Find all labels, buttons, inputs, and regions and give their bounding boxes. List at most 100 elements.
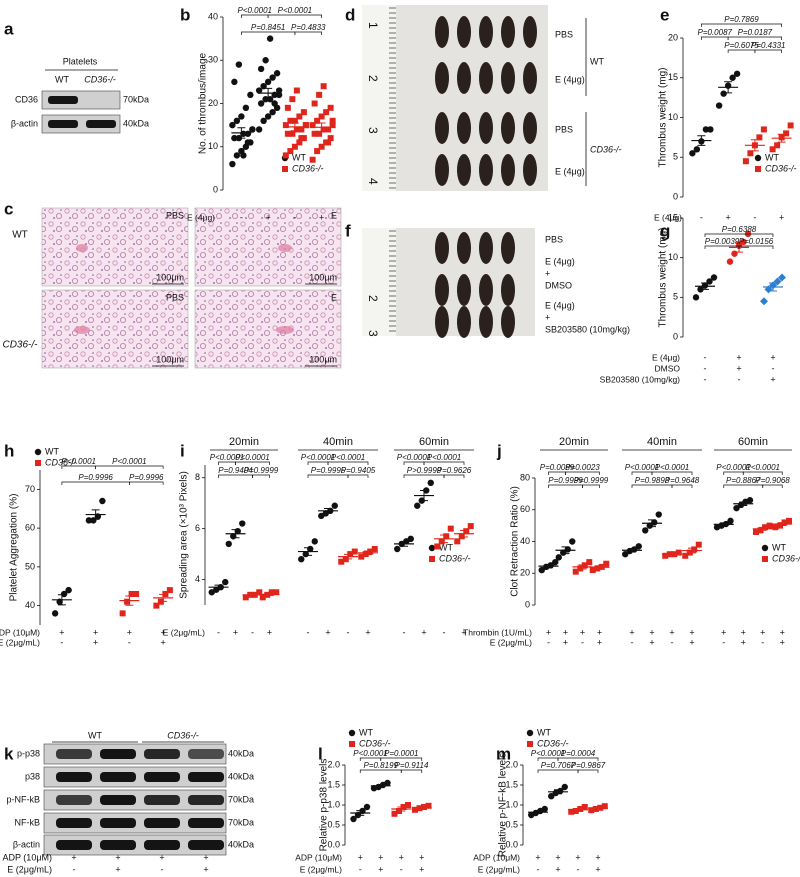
ruler-number: 3 bbox=[366, 330, 380, 337]
data-point bbox=[225, 540, 232, 548]
data-point bbox=[257, 65, 265, 73]
condition-value: + bbox=[159, 852, 164, 862]
legend-label: CD36-/- bbox=[537, 738, 569, 748]
photo-row-label: + bbox=[545, 268, 550, 278]
p-value: P=0.0156 bbox=[739, 237, 774, 246]
panel-label: f bbox=[345, 221, 351, 240]
data-point bbox=[642, 527, 649, 534]
data-point bbox=[298, 126, 305, 133]
p-value: P=0.9996 bbox=[129, 473, 164, 482]
comparison-bracket bbox=[631, 471, 653, 475]
data-point bbox=[231, 78, 238, 86]
data-point bbox=[302, 122, 309, 129]
lane-label: CD36-/- bbox=[84, 74, 116, 84]
thrombus bbox=[479, 232, 493, 264]
photo-row-label: SB203580 (10mg/kg) bbox=[545, 324, 630, 334]
comparison-bracket bbox=[294, 31, 322, 35]
data-point bbox=[760, 297, 768, 306]
y-tick-label: 10 bbox=[668, 112, 678, 122]
p-value: P>0.9999 bbox=[407, 466, 442, 475]
blot-band bbox=[56, 795, 92, 805]
data-point bbox=[548, 793, 555, 800]
data-point bbox=[242, 104, 250, 112]
data-point bbox=[273, 589, 280, 596]
data-point bbox=[772, 524, 779, 531]
data-point bbox=[384, 779, 391, 787]
condition-value: + bbox=[127, 627, 132, 637]
y-tick-label: 15 bbox=[668, 72, 678, 82]
legend-marker bbox=[35, 460, 41, 466]
error-bar bbox=[304, 547, 312, 556]
blot-group: CD36-/- bbox=[167, 730, 199, 740]
error-bar bbox=[324, 508, 332, 514]
panel-label: m bbox=[496, 744, 511, 763]
thrombus bbox=[479, 306, 493, 338]
condition-value: + bbox=[721, 627, 726, 637]
legend-marker bbox=[429, 556, 435, 562]
legend-marker bbox=[527, 741, 533, 747]
legend-marker bbox=[762, 556, 768, 562]
p-value: P=0.9867 bbox=[571, 761, 606, 770]
error-bar bbox=[777, 133, 786, 143]
comparison-bracket bbox=[651, 471, 693, 475]
y-tick-label: 0 bbox=[525, 599, 530, 609]
y-tick-label: 1.5 bbox=[505, 779, 518, 789]
condition-value: + bbox=[760, 627, 765, 637]
p-value: P<0.0001 bbox=[397, 453, 431, 462]
error-bar bbox=[440, 534, 448, 544]
thrombus bbox=[479, 62, 493, 94]
condition-value: + bbox=[669, 627, 674, 637]
data-point bbox=[325, 126, 332, 133]
data-point bbox=[443, 533, 450, 540]
data-point bbox=[153, 602, 160, 609]
p-value: P=0.0087 bbox=[698, 28, 733, 37]
blot-band bbox=[56, 772, 92, 782]
data-point bbox=[753, 528, 759, 535]
data-point bbox=[311, 100, 318, 107]
data-point bbox=[646, 522, 653, 529]
data-point bbox=[552, 558, 559, 566]
data-point bbox=[233, 117, 241, 125]
condition-value: - bbox=[704, 363, 707, 373]
data-point bbox=[363, 803, 371, 811]
data-point bbox=[316, 130, 323, 137]
y-axis-label: Platelet Aggregation (%) bbox=[9, 494, 20, 602]
scale-label: 100μm bbox=[309, 272, 337, 282]
thrombus bbox=[479, 16, 493, 48]
condition-value: + bbox=[629, 627, 634, 637]
condition-value: - bbox=[400, 864, 403, 874]
data-point bbox=[710, 274, 718, 281]
error-bar bbox=[739, 501, 748, 506]
data-point bbox=[766, 522, 773, 529]
y-tick-label: 80 bbox=[520, 472, 530, 482]
blot-band bbox=[144, 772, 180, 782]
data-point bbox=[128, 591, 135, 597]
facet-title: 20min bbox=[229, 436, 259, 448]
comparison-bracket bbox=[423, 461, 465, 465]
y-axis-label: Relative p-p38 levels bbox=[319, 759, 330, 852]
y-tick-label: 40 bbox=[25, 600, 35, 610]
error-bar bbox=[758, 526, 767, 531]
data-point bbox=[271, 100, 278, 107]
vessel bbox=[76, 244, 88, 252]
data-point bbox=[314, 117, 321, 124]
data-point bbox=[746, 497, 754, 504]
data-point bbox=[240, 152, 247, 159]
data-point bbox=[282, 152, 289, 159]
thrombus bbox=[457, 232, 471, 264]
error-bar bbox=[574, 808, 582, 812]
data-point bbox=[229, 160, 236, 168]
error-bar bbox=[237, 127, 246, 139]
legend-label: WT bbox=[439, 542, 453, 552]
condition-value: + bbox=[115, 864, 120, 874]
condition-label: E (2μg/mL) bbox=[490, 637, 532, 647]
condition-value: + bbox=[689, 627, 694, 637]
legend-label: WT bbox=[359, 727, 373, 737]
error-bar bbox=[400, 541, 408, 547]
data-point bbox=[291, 143, 298, 150]
condition-value: + bbox=[233, 627, 238, 637]
photo-row-label: E (4μg) bbox=[545, 256, 575, 266]
blot-band bbox=[144, 818, 180, 828]
data-point bbox=[256, 589, 263, 596]
data-point bbox=[747, 150, 754, 157]
